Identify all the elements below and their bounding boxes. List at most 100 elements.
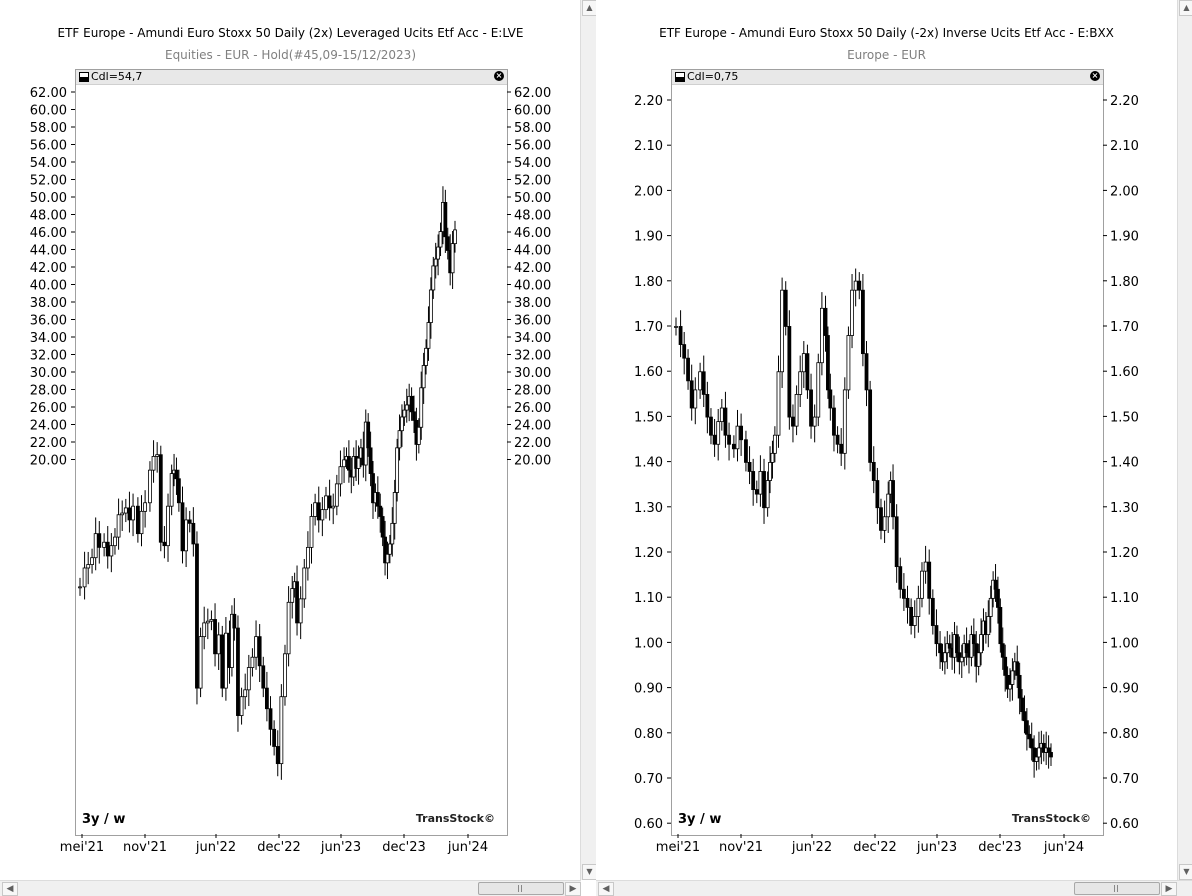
candle-body [850,289,854,336]
candle-body [275,746,280,765]
candle-body [431,265,436,291]
scroll-up-icon[interactable]: ▲ [1179,0,1192,16]
scroll-right-icon[interactable]: ▶ [565,882,581,896]
y-tick-label: 0.70 [1110,772,1139,787]
candle-body [385,553,390,564]
candle-body [930,597,935,626]
candle-body [709,416,713,436]
scroll-left-icon[interactable]: ◀ [2,882,18,896]
candle-icon[interactable] [675,72,685,82]
y-tick-label: 0.70 [634,772,663,787]
candle-body [1020,697,1024,713]
candle-body [955,634,959,654]
candle-body [1037,747,1041,758]
y-tick-label: 1.40 [1110,456,1139,471]
candle-body [174,469,179,480]
y-tick-label: 1.10 [634,591,663,606]
y-tick-label: 40.00 [30,279,67,294]
plot-area[interactable]: Cdl=0,75 × 3y / w TransStock© [671,69,1104,836]
y-tick-label: 1.50 [1110,410,1139,425]
candle-body [268,708,273,730]
candle-body [290,588,295,603]
candle-body [220,634,225,689]
candle-body [184,519,189,552]
candle-body [816,362,821,418]
y-tick-label: 34.00 [30,331,67,346]
candle-body [674,326,678,328]
period-label[interactable]: 3y / w [678,812,722,827]
y-tick-label: 62.00 [514,86,551,101]
candle-body [770,452,775,463]
candle-body [346,456,351,471]
candle-body [187,519,192,524]
candle-body [371,473,375,504]
scroll-thumb[interactable] [1074,882,1160,895]
y-tick-label: 0.60 [634,817,663,832]
candle-body [298,598,303,624]
candle-body [1032,747,1037,762]
y-tick-label: 60.00 [514,104,551,119]
candle-body [882,516,887,531]
scroll-left-icon[interactable]: ◀ [598,882,614,896]
y-tick-label: 1.30 [1110,501,1139,516]
close-icon[interactable]: × [494,71,504,81]
candle-body [109,545,114,557]
vertical-scrollbar-right[interactable]: ▲ ▼ [1177,0,1192,880]
candle-body [127,507,132,521]
candle-body [686,357,690,382]
candle-body [232,613,237,629]
candle-body [754,489,759,495]
candle-body [727,434,731,445]
candle-body [316,502,321,521]
period-label[interactable]: 3y / w [82,812,126,827]
candle-body [979,634,983,654]
x-tick-label: jun'22 [195,840,236,855]
candle-body [400,416,404,432]
candle-body [424,347,428,366]
candle-body [768,461,772,481]
candle-body [421,365,426,389]
candle-body [791,416,795,427]
candle-body [450,243,455,274]
candle-body [1000,643,1005,658]
y-tick-label: 1.70 [1110,320,1139,335]
candle-body [334,483,339,507]
scroll-down-icon[interactable]: ▼ [1179,864,1192,880]
vertical-scrollbar-left[interactable]: ▲ ▼ [580,0,597,880]
y-tick-label: 52.00 [514,174,551,189]
scroll-right-icon[interactable]: ▶ [1161,882,1177,896]
scroll-up-icon[interactable]: ▲ [582,0,597,16]
candle-body [123,507,128,514]
candle-icon[interactable] [79,72,89,82]
y-tick-label: 44.00 [514,244,551,259]
candle-body [155,454,160,457]
candle-body [105,541,110,557]
candle-body [139,510,144,535]
candle-body [224,632,228,689]
candle-body [678,326,683,345]
candle-body [151,456,156,471]
y-tick-label: 2.00 [634,184,663,199]
candle-body [331,505,336,509]
candle-body [387,543,392,555]
x-tick-label: dec'23 [382,840,426,855]
candle-body [180,502,185,552]
candle-body [93,533,98,559]
close-icon[interactable]: × [1090,71,1100,81]
horizontal-scrollbar-left[interactable]: ◀ ▶ [0,880,581,896]
y-tick-label: 1.60 [1110,365,1139,380]
candle-body [758,471,763,495]
candle-body [689,380,694,409]
candle-body [250,656,255,668]
candle-body [338,466,343,485]
scroll-thumb[interactable] [478,882,564,895]
candle-body [682,344,687,359]
y-tick-label: 42.00 [30,261,67,276]
y-tick-label: 1.20 [1110,546,1139,561]
y-tick-label: 2.10 [1110,139,1139,154]
horizontal-scrollbar-right[interactable]: ◀ ▶ [596,880,1192,896]
x-tick-label: mei'21 [656,840,700,855]
scroll-down-icon[interactable]: ▼ [582,864,597,880]
plot-area[interactable]: Cdl=54,7 × 3y / w TransStock© [75,69,508,836]
candle-body [272,728,277,747]
